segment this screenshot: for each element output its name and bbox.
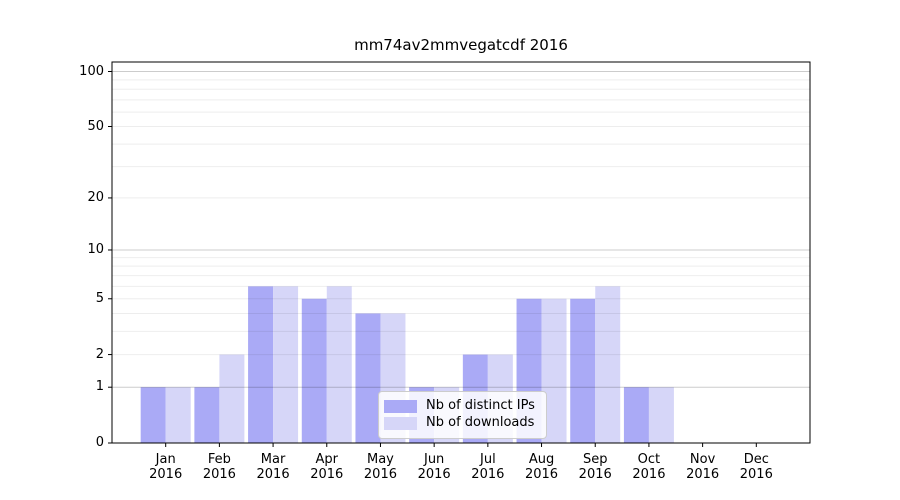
y-tick-label-20: 20	[87, 189, 104, 205]
x-tick-label-mar: Mar 2016	[256, 452, 290, 482]
legend-swatch-distinct-ips	[384, 399, 417, 413]
x-tick-label-dec: Dec 2016	[739, 452, 773, 482]
bar-downloads-mar	[273, 286, 299, 443]
x-tick-label-sep: Sep 2016	[578, 452, 612, 482]
bar-distinct-ips-feb	[194, 387, 220, 443]
bar-distinct-ips-mar	[248, 286, 274, 443]
x-tick-label-apr: Apr 2016	[310, 452, 344, 482]
x-tick-label-jul: Jul 2016	[471, 452, 505, 482]
x-tick-label-nov: Nov 2016	[686, 452, 720, 482]
bar-downloads-jan	[165, 387, 191, 443]
y-tick-label-10: 10	[87, 241, 104, 257]
bar-downloads-sep	[595, 286, 621, 443]
bar-downloads-feb	[219, 354, 245, 443]
x-tick-label-aug: Aug 2016	[524, 452, 559, 482]
y-tick-label-5: 5	[95, 290, 104, 306]
legend: Nb of distinct IPs Nb of downloads	[378, 391, 547, 439]
y-tick-label-1: 1	[95, 379, 104, 395]
legend-item-downloads: Nb of downloads	[384, 415, 538, 431]
bar-distinct-ips-sep	[570, 298, 596, 443]
legend-label-downloads: Nb of downloads	[426, 415, 535, 430]
x-tick-label-jan: Jan 2016	[149, 452, 183, 482]
bar-distinct-ips-apr	[301, 298, 327, 443]
x-tick-label-may: May 2016	[363, 452, 397, 482]
bar-distinct-ips-jan	[140, 387, 166, 443]
plot-frame	[111, 61, 811, 444]
bar-distinct-ips-may	[355, 313, 381, 443]
chart-title: mm74av2mmvegatcdf 2016	[354, 36, 568, 54]
bar-downloads-apr	[326, 286, 352, 443]
y-tick-label-50: 50	[87, 118, 104, 134]
bar-downloads-oct	[648, 387, 674, 443]
x-tick-label-feb: Feb 2016	[202, 452, 236, 482]
legend-label-distinct-ips: Nb of distinct IPs	[426, 398, 535, 413]
x-tick-label-jun: Jun 2016	[417, 452, 451, 482]
y-tick-label-2: 2	[95, 346, 104, 362]
y-tick-label-100: 100	[79, 63, 104, 79]
x-tick-label-oct: Oct 2016	[632, 452, 666, 482]
legend-swatch-downloads	[384, 416, 417, 430]
bar-distinct-ips-oct	[623, 387, 649, 443]
legend-item-distinct-ips: Nb of distinct IPs	[384, 398, 538, 414]
y-tick-label-0: 0	[95, 435, 104, 450]
